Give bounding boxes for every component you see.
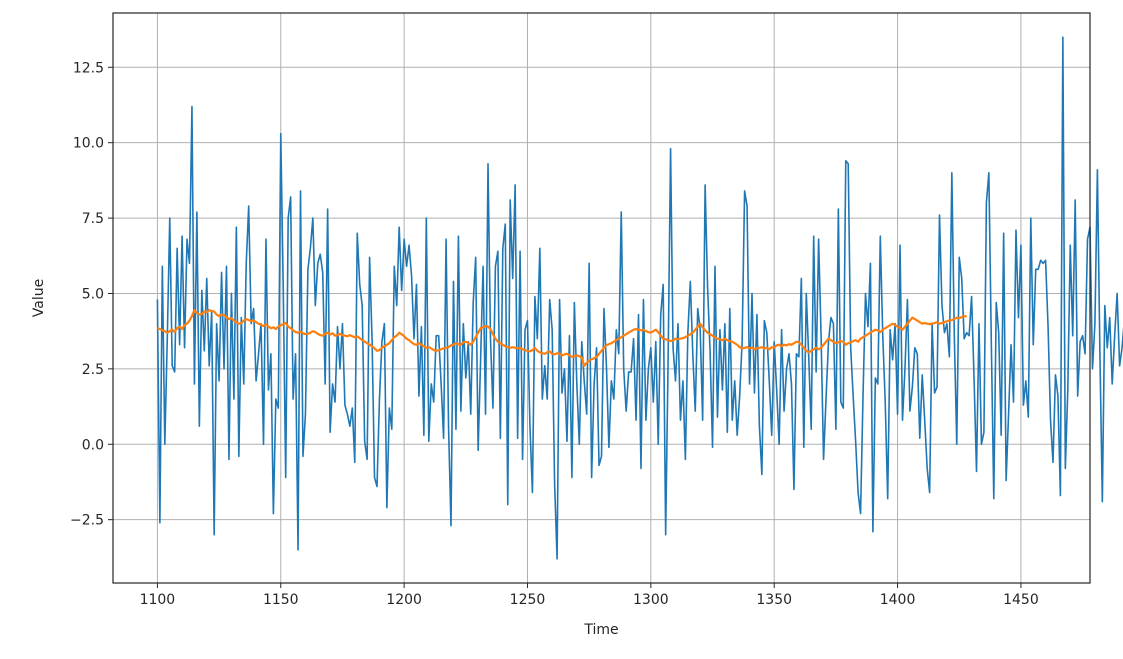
y-tick-label: 2.5: [82, 362, 104, 378]
y-tick-label: 7.5: [82, 211, 104, 227]
x-tick-label: 1300: [633, 592, 669, 608]
series-line-moving-average: [157, 308, 967, 367]
plot-frame: [112, 12, 1091, 584]
grid: [113, 13, 1090, 583]
x-tick-label: 1250: [510, 592, 546, 608]
y-tick-label: 10.0: [73, 136, 104, 152]
x-tick-label: 1150: [263, 592, 299, 608]
x-tick-label: 1350: [756, 592, 792, 608]
x-axis: 1100 1150 1200 1250 1300 1350 1400 1450: [140, 583, 1039, 608]
y-axis-label: Value: [31, 279, 47, 317]
y-tick-label: 5.0: [82, 286, 104, 302]
x-axis-label: Time: [583, 622, 618, 638]
series-line-raw: [156, 36, 1123, 560]
y-tick-label: −2.5: [70, 513, 104, 529]
x-tick-label: 1100: [140, 592, 176, 608]
x-tick-label: 1450: [1003, 592, 1039, 608]
y-tick-label: 0.0: [82, 437, 104, 453]
x-tick-label: 1200: [386, 592, 422, 608]
x-tick-label: 1400: [880, 592, 916, 608]
series-layer: [156, 36, 1123, 560]
y-axis: −2.5 0.0 2.5 5.0 7.5 10.0 12.5: [70, 60, 113, 529]
y-tick-label: 12.5: [73, 60, 104, 76]
